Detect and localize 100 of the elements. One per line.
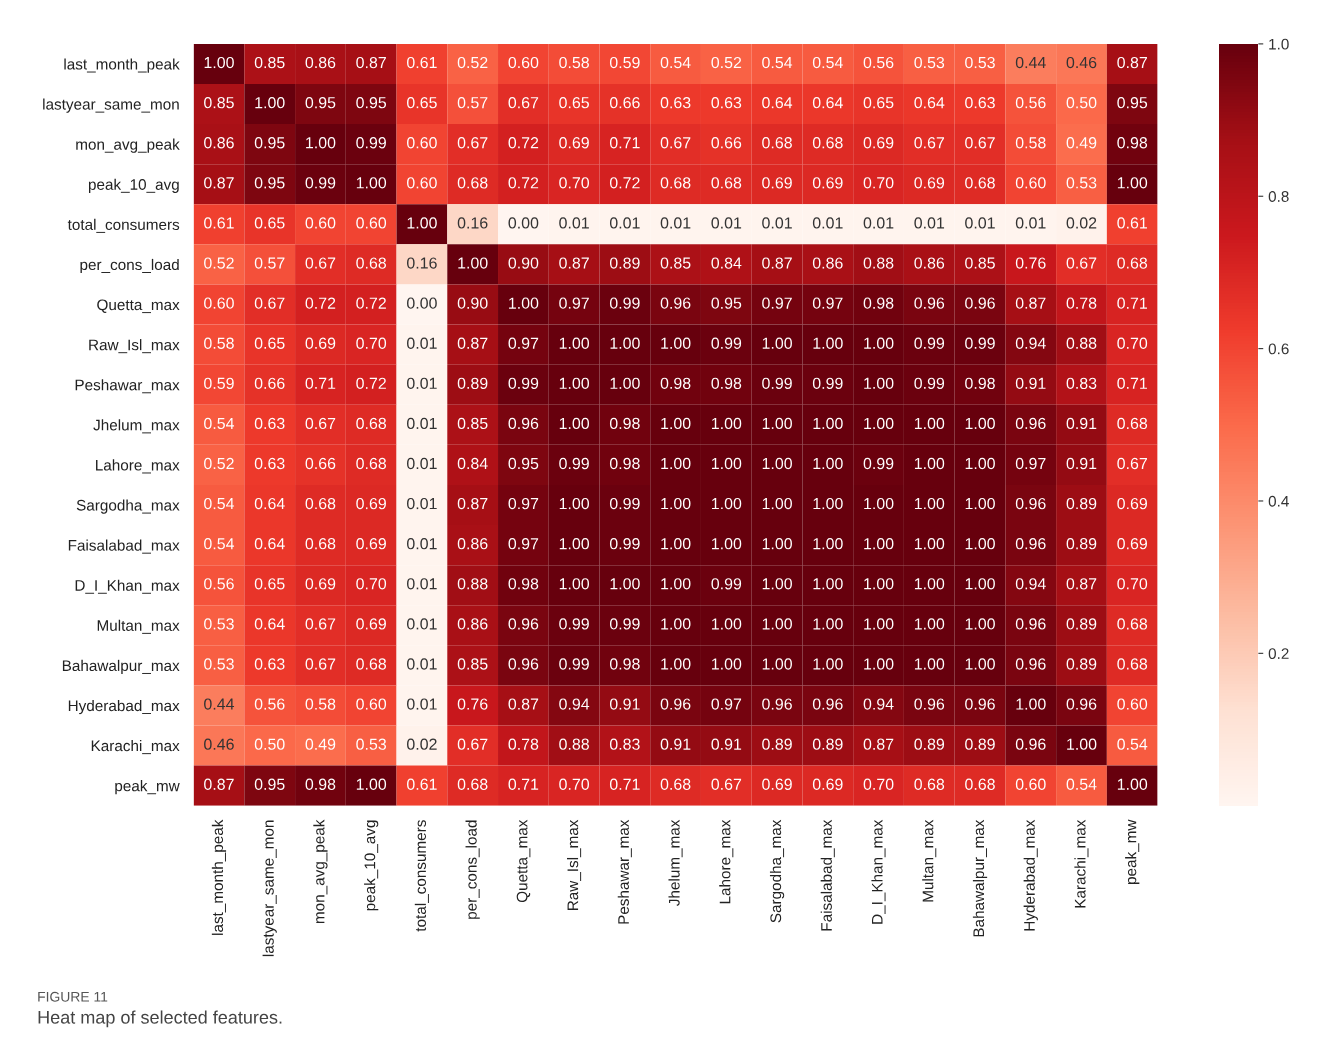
data-label: 1.00 bbox=[864, 538, 894, 550]
data-label: 0.54 bbox=[204, 538, 235, 550]
color-bar-label: 1.0 bbox=[1269, 38, 1289, 50]
data-label: 1.00 bbox=[813, 658, 843, 670]
data-label: 1.00 bbox=[661, 618, 691, 630]
data-label: 0.98 bbox=[609, 417, 640, 430]
data-label: 0.89 bbox=[1066, 618, 1097, 630]
x-tick-label: D_I_Khan_max bbox=[871, 819, 886, 924]
data-label: 0.61 bbox=[406, 778, 437, 790]
data-label: 0.96 bbox=[1015, 497, 1046, 510]
data-label: 0.68 bbox=[660, 177, 691, 189]
color-bar-label: 0.2 bbox=[1268, 648, 1289, 660]
data-label: 0.99 bbox=[356, 137, 386, 149]
data-label: 0.87 bbox=[559, 257, 589, 269]
x-tick-label: Hyderabad_max bbox=[1023, 819, 1038, 931]
x-tick-label: Multan_max bbox=[922, 819, 937, 902]
data-label: 0.97 bbox=[508, 497, 539, 510]
data-label: 0.96 bbox=[762, 698, 792, 710]
data-label: 0.69 bbox=[356, 497, 386, 510]
data-label: 1.00 bbox=[965, 457, 995, 470]
data-label: 1.00 bbox=[559, 578, 590, 590]
data-label: 0.67 bbox=[1117, 457, 1147, 470]
data-label: 1.00 bbox=[762, 538, 792, 550]
data-label: 1.00 bbox=[914, 618, 945, 630]
data-label: 0.96 bbox=[508, 658, 539, 670]
data-label: 1.00 bbox=[914, 457, 945, 470]
data-label: 0.96 bbox=[965, 698, 995, 710]
data-label: 1.00 bbox=[1067, 738, 1097, 750]
data-label: 0.91 bbox=[711, 738, 742, 750]
data-label: 0.65 bbox=[863, 97, 894, 109]
data-label: 0.88 bbox=[457, 578, 488, 590]
data-label: 0.71 bbox=[609, 778, 640, 790]
data-label: 0.94 bbox=[863, 698, 894, 710]
data-label: 0.86 bbox=[914, 257, 945, 269]
data-label: 0.01 bbox=[406, 377, 437, 389]
y-tick-label: lastyear_same_mon bbox=[43, 98, 179, 113]
data-label: 0.66 bbox=[305, 457, 336, 470]
data-label: 0.91 bbox=[609, 698, 640, 710]
data-label: 0.89 bbox=[762, 738, 792, 750]
x-tick-label: peak_mw bbox=[1125, 819, 1140, 884]
data-label: 0.91 bbox=[1066, 457, 1097, 470]
data-label: 0.50 bbox=[1066, 97, 1097, 109]
data-label: 1.00 bbox=[762, 497, 792, 510]
y-tick-label: per_cons_load bbox=[80, 258, 179, 274]
data-label: 0.96 bbox=[1066, 698, 1097, 710]
data-label: 0.61 bbox=[204, 217, 234, 229]
x-tick-label: Jhelum_max bbox=[668, 819, 683, 906]
x-tick-label: mon_avg_peak bbox=[313, 819, 328, 924]
data-label: 0.53 bbox=[356, 738, 387, 750]
data-label: 0.76 bbox=[1015, 257, 1046, 269]
data-label: 0.66 bbox=[711, 137, 742, 149]
data-label: 0.87 bbox=[204, 778, 234, 790]
data-label: 0.97 bbox=[711, 698, 742, 710]
data-label: 0.69 bbox=[863, 137, 894, 149]
data-label: 0.00 bbox=[508, 217, 539, 229]
data-label: 0.70 bbox=[559, 177, 590, 189]
data-label: 0.98 bbox=[965, 377, 995, 389]
data-label: 0.69 bbox=[812, 778, 843, 790]
color-bar-label: 0.8 bbox=[1268, 191, 1289, 202]
data-label: 0.60 bbox=[356, 217, 387, 229]
data-label: 1.00 bbox=[1117, 778, 1148, 790]
data-label: 0.95 bbox=[508, 457, 539, 470]
data-label: 0.88 bbox=[1066, 337, 1097, 349]
data-label: 0.68 bbox=[762, 137, 792, 149]
data-label: 0.84 bbox=[457, 457, 488, 470]
data-label: 0.67 bbox=[457, 137, 488, 149]
data-label: 0.95 bbox=[305, 97, 336, 109]
data-label: 0.87 bbox=[457, 337, 488, 349]
data-label: 1.00 bbox=[965, 538, 995, 550]
data-label: 0.98 bbox=[711, 377, 742, 389]
data-label: 0.99 bbox=[609, 538, 640, 550]
data-label: 0.96 bbox=[914, 698, 945, 710]
data-label: 0.50 bbox=[254, 738, 285, 750]
data-label: 0.76 bbox=[457, 698, 488, 710]
data-label: 0.89 bbox=[914, 738, 945, 750]
data-label: 0.78 bbox=[508, 738, 539, 750]
data-label: 1.00 bbox=[864, 417, 894, 430]
data-label: 0.89 bbox=[457, 377, 488, 389]
data-label: 0.65 bbox=[254, 578, 285, 590]
data-label: 1.00 bbox=[965, 618, 995, 630]
data-label: 0.89 bbox=[609, 257, 640, 269]
data-label: 0.01 bbox=[406, 578, 437, 590]
data-label: 0.91 bbox=[660, 738, 691, 750]
data-label: 0.96 bbox=[965, 297, 995, 309]
data-label: 0.67 bbox=[965, 137, 995, 149]
data-label: 0.01 bbox=[406, 658, 437, 670]
data-label: 0.94 bbox=[1015, 337, 1046, 349]
data-label: 0.58 bbox=[559, 56, 589, 69]
data-label: 0.58 bbox=[305, 698, 336, 710]
data-label: 0.58 bbox=[1015, 137, 1046, 149]
data-label: 0.64 bbox=[812, 97, 843, 109]
y-tick-label: D_I_Khan_max bbox=[75, 579, 180, 594]
data-label: 0.72 bbox=[356, 297, 386, 309]
data-label: 1.00 bbox=[813, 497, 843, 510]
data-label: 0.83 bbox=[1066, 377, 1097, 389]
data-label: 0.99 bbox=[863, 457, 894, 470]
data-label: 0.99 bbox=[559, 618, 589, 630]
data-label: 1.00 bbox=[762, 457, 792, 470]
data-label: 0.67 bbox=[305, 618, 336, 630]
data-label: 0.54 bbox=[204, 417, 235, 430]
